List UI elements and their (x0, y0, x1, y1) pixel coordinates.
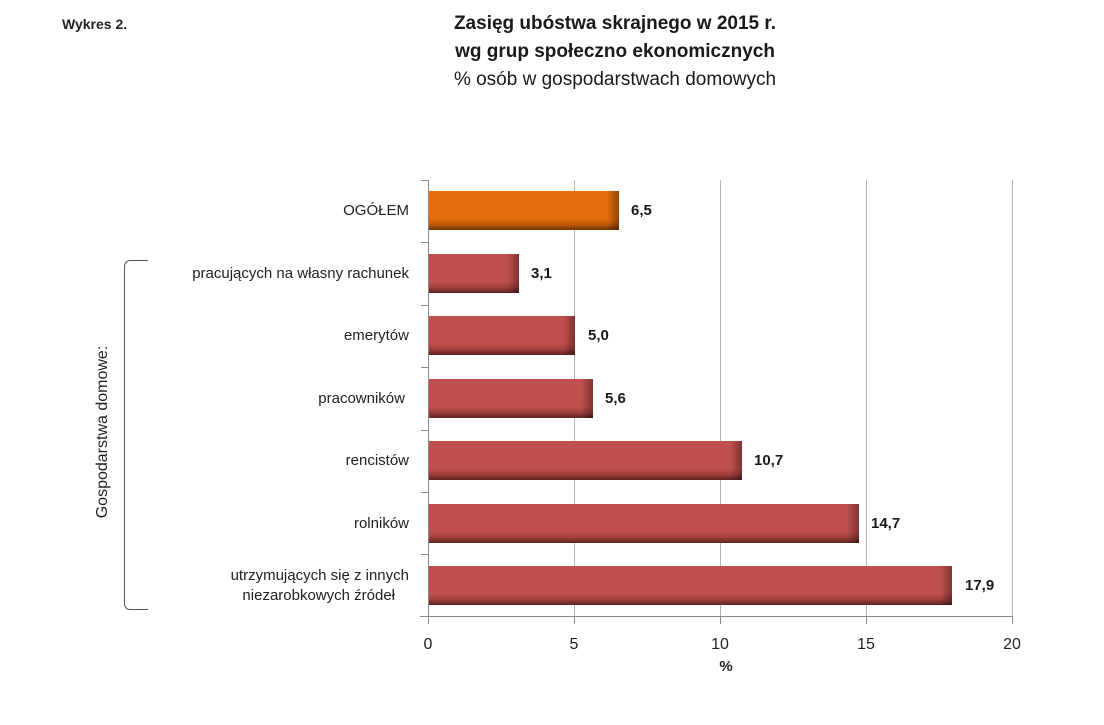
chart-title-line2: wg grup społeczno ekonomicznych (455, 41, 775, 62)
chart-title-line1: Zasięg ubóstwa skrajnego w 2015 r. (453, 13, 777, 34)
y-tick (421, 180, 428, 181)
x-tick-label-10: 10 (711, 636, 729, 653)
bar-retirees (429, 316, 575, 355)
gridline-20 (1012, 180, 1013, 617)
value-label-farmers: 14,7 (871, 515, 901, 532)
group-axis-label: Gospodarstwa domowe: (94, 345, 111, 519)
category-label-other-income-line1: utrzymujących się z innych (230, 567, 409, 584)
category-label-farmers: rolników (353, 515, 409, 532)
bar-employees (429, 379, 593, 418)
x-tick (1012, 617, 1013, 624)
x-tick (720, 617, 721, 624)
x-tick-label-0: 0 (423, 636, 433, 653)
y-tick (421, 492, 428, 493)
bar-farmers (429, 504, 859, 543)
x-tick-label-5: 5 (569, 636, 579, 653)
value-label-self-employed: 3,1 (531, 265, 552, 282)
category-label-employees: pracowników (318, 390, 405, 407)
gridline-15 (866, 180, 867, 617)
category-label-pensioners: rencistów (345, 452, 409, 469)
y-tick (421, 367, 428, 368)
x-tick (428, 617, 429, 624)
x-tick (574, 617, 575, 624)
bar-pensioners (429, 441, 742, 480)
value-label-other-income: 17,9 (965, 577, 995, 594)
figure-label: Wykres 2. (62, 16, 128, 32)
x-tick-label-15: 15 (857, 636, 875, 653)
y-tick (421, 305, 428, 306)
value-label-employees: 5,6 (605, 390, 626, 407)
y-tick (421, 430, 428, 431)
x-tick (866, 617, 867, 624)
x-axis-line (420, 616, 1013, 617)
category-label-other-income: utrzymujących się z innych niezarobkowyc… (231, 566, 409, 606)
group-bracket (124, 260, 148, 610)
bar-self-employed (429, 254, 519, 293)
gridline-10 (720, 180, 721, 617)
chart-title-block: Zasięg ubóstwa skrajnego w 2015 r. wg gr… (250, 10, 980, 94)
value-label-retirees: 5,0 (588, 327, 609, 344)
category-label-retirees: emerytów (343, 327, 409, 344)
bar-total (429, 191, 619, 230)
value-label-total: 6,5 (631, 202, 652, 219)
x-axis-title: % (719, 658, 733, 675)
y-tick (421, 554, 428, 555)
category-label-total: OGÓŁEM (343, 202, 409, 219)
value-label-pensioners: 10,7 (754, 452, 784, 469)
category-label-other-income-line2: niezarobkowych źródeł (242, 587, 395, 604)
y-tick (421, 242, 428, 243)
plot-area: 6,5 3,1 5,0 5,6 10,7 14,7 17,9 (420, 180, 1013, 624)
bar-other-income (429, 566, 952, 605)
category-label-self-employed: pracujących na własny rachunek (192, 265, 409, 282)
x-tick-label-20: 20 (1003, 636, 1021, 653)
chart-subtitle: % osób w gospodarstwach domowych (453, 69, 777, 90)
y-axis-line (428, 180, 429, 617)
